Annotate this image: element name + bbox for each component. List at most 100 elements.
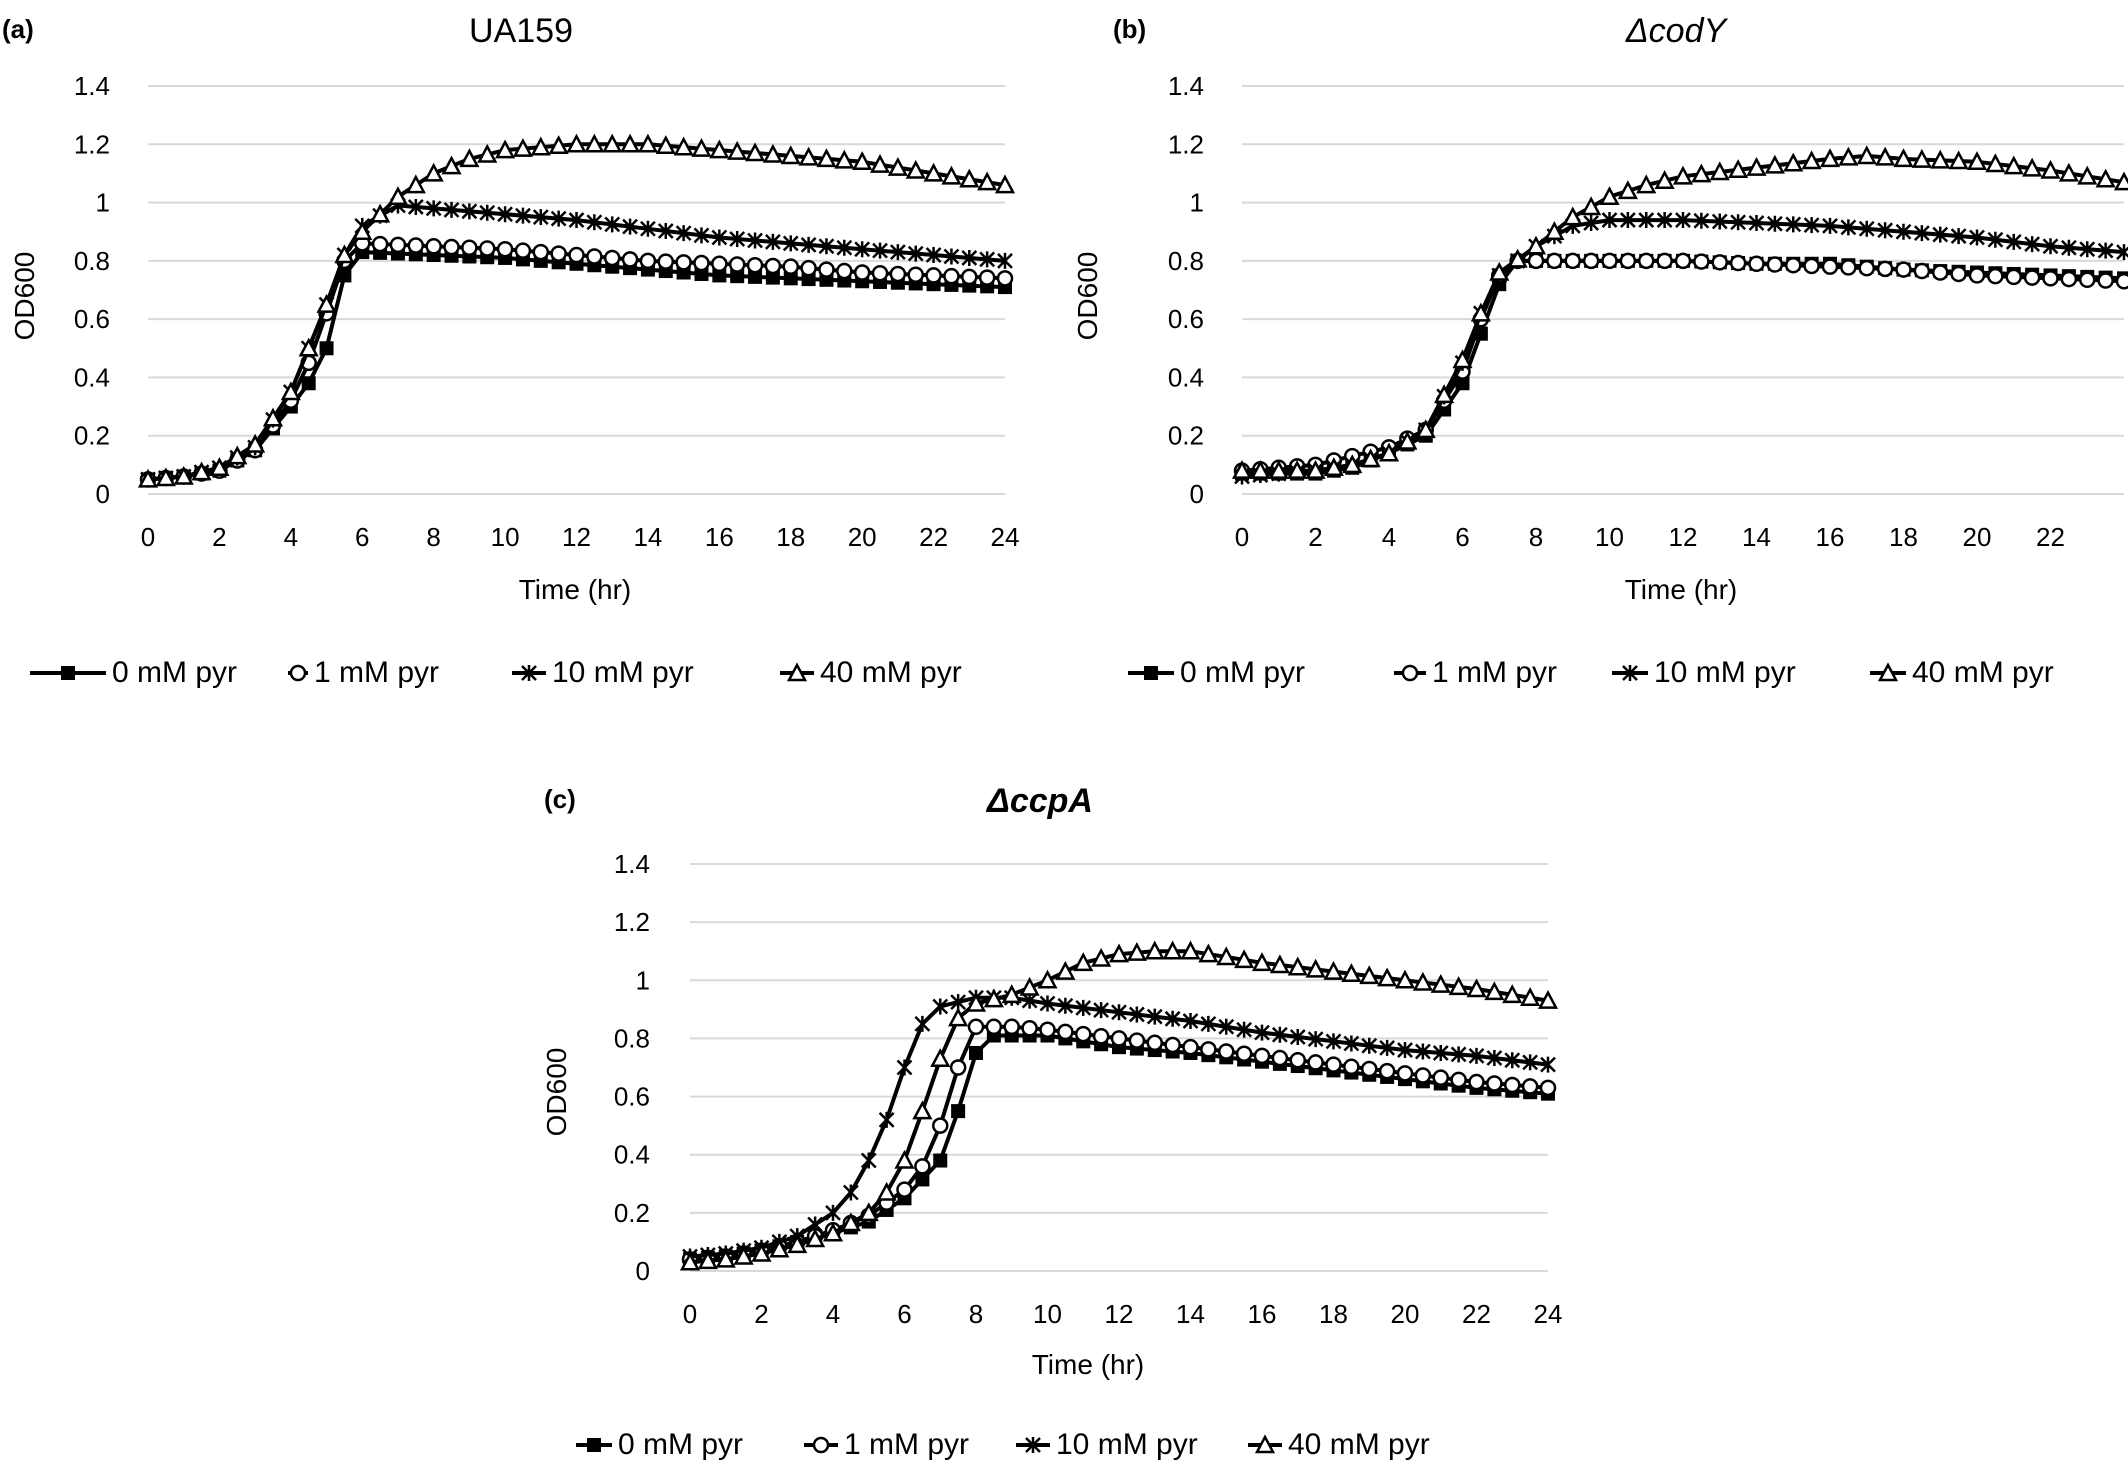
data-point bbox=[1486, 1075, 1503, 1092]
data-point bbox=[1182, 1038, 1199, 1056]
x-tick-label: 14 bbox=[1742, 522, 1771, 552]
data-point bbox=[1504, 1076, 1521, 1094]
series-markers bbox=[1231, 145, 2128, 479]
data-point bbox=[477, 143, 498, 163]
data-point bbox=[2095, 168, 2116, 188]
data-point bbox=[568, 246, 585, 264]
data-point bbox=[798, 146, 819, 166]
data-point bbox=[977, 171, 998, 191]
legend-item: 1 mM pyr bbox=[804, 1428, 969, 1461]
data-point bbox=[1840, 219, 1857, 236]
data-point bbox=[2042, 238, 2059, 255]
data-point bbox=[1562, 206, 1583, 226]
y-gridlines bbox=[690, 863, 1548, 1272]
data-point bbox=[1146, 1034, 1163, 1052]
x-tick-label: 6 bbox=[1455, 522, 1469, 552]
data-point bbox=[496, 240, 514, 258]
data-point bbox=[1856, 145, 1877, 165]
data-point bbox=[762, 143, 783, 163]
legend-item: 40 mM pyr bbox=[1870, 656, 2054, 689]
legend-label: 1 mM pyr bbox=[1432, 656, 1557, 689]
data-point bbox=[1504, 1052, 1521, 1069]
data-point bbox=[1785, 256, 1802, 274]
data-point bbox=[869, 154, 891, 173]
data-point bbox=[1128, 1006, 1145, 1023]
data-point bbox=[905, 159, 926, 179]
data-point bbox=[370, 203, 391, 223]
data-point bbox=[319, 341, 334, 356]
data-point bbox=[1544, 221, 1565, 240]
data-point bbox=[1180, 940, 1201, 960]
data-point bbox=[787, 1234, 808, 1254]
legend-item: 0 mM pyr bbox=[30, 656, 237, 689]
y-tick-label: 1.2 bbox=[614, 907, 650, 937]
data-point bbox=[1932, 226, 1949, 243]
data-point bbox=[407, 198, 424, 215]
x-tick-label: 8 bbox=[426, 522, 440, 552]
data-point bbox=[894, 1149, 915, 1169]
data-point bbox=[1057, 997, 1074, 1014]
data-point bbox=[2079, 241, 2096, 258]
legend-marker bbox=[1622, 665, 1638, 681]
data-point bbox=[1674, 252, 1692, 270]
data-point bbox=[1397, 1042, 1413, 1059]
data-point bbox=[1877, 222, 1894, 239]
data-point bbox=[961, 249, 978, 266]
data-point bbox=[548, 135, 569, 154]
x-tick-label: 6 bbox=[897, 1299, 911, 1329]
data-point bbox=[2023, 269, 2041, 286]
legend: 0 mM pyr 1 mM pyr 10 mM pyr 40 mM pyr bbox=[576, 1428, 1430, 1461]
y-tick-label: 0.4 bbox=[614, 1140, 650, 1170]
data-point bbox=[1527, 252, 1545, 270]
data-point bbox=[854, 241, 871, 258]
data-point bbox=[765, 233, 781, 250]
data-point bbox=[1638, 212, 1655, 229]
data-point bbox=[709, 139, 730, 159]
data-point bbox=[1341, 963, 1362, 982]
data-point bbox=[1378, 1062, 1396, 1080]
data-point bbox=[782, 235, 799, 252]
data-point bbox=[532, 243, 550, 261]
y-tick-label: 1.4 bbox=[74, 71, 110, 101]
data-point bbox=[675, 254, 692, 271]
data-point bbox=[730, 269, 745, 284]
data-point bbox=[637, 133, 659, 153]
legend-label: 1 mM pyr bbox=[844, 1428, 969, 1461]
data-point bbox=[932, 1117, 949, 1134]
y-tick-label: 0.6 bbox=[614, 1082, 650, 1112]
data-point bbox=[1654, 170, 1675, 189]
y-axis-label: OD600 bbox=[1072, 252, 1103, 341]
data-point bbox=[693, 227, 710, 244]
x-tick-label: 0 bbox=[683, 1299, 697, 1329]
data-point bbox=[1287, 956, 1308, 976]
x-tick-label: 4 bbox=[1382, 522, 1396, 552]
data-point bbox=[1251, 952, 1273, 972]
data-point bbox=[1198, 943, 1219, 963]
data-point bbox=[334, 244, 355, 264]
data-point bbox=[1893, 148, 1914, 168]
data-point bbox=[876, 1181, 897, 1201]
data-point bbox=[1539, 1079, 1557, 1097]
data-point bbox=[1766, 215, 1783, 232]
data-point bbox=[1502, 984, 1523, 1004]
data-point bbox=[1325, 1056, 1342, 1073]
data-point bbox=[1484, 981, 1505, 1001]
data-point bbox=[985, 1018, 1003, 1036]
data-point bbox=[1858, 259, 1875, 277]
data-point bbox=[769, 1238, 790, 1258]
data-point bbox=[932, 998, 949, 1015]
series-markers bbox=[140, 197, 1013, 488]
data-point bbox=[137, 468, 159, 488]
data-point bbox=[316, 293, 337, 313]
panel-label: (c) bbox=[544, 784, 576, 814]
data-point bbox=[1323, 960, 1344, 980]
data-point bbox=[1164, 1010, 1181, 1027]
data-point bbox=[1581, 196, 1602, 216]
data-point bbox=[191, 461, 212, 481]
data-point bbox=[673, 136, 694, 156]
data-point bbox=[461, 239, 478, 256]
x-tick-label: 0 bbox=[1235, 522, 1249, 552]
legend: 0 mM pyr 1 mM pyr 10 mM pyr 40 mM pyr bbox=[30, 656, 962, 689]
data-point bbox=[1075, 999, 1092, 1016]
data-point bbox=[842, 1184, 859, 1201]
